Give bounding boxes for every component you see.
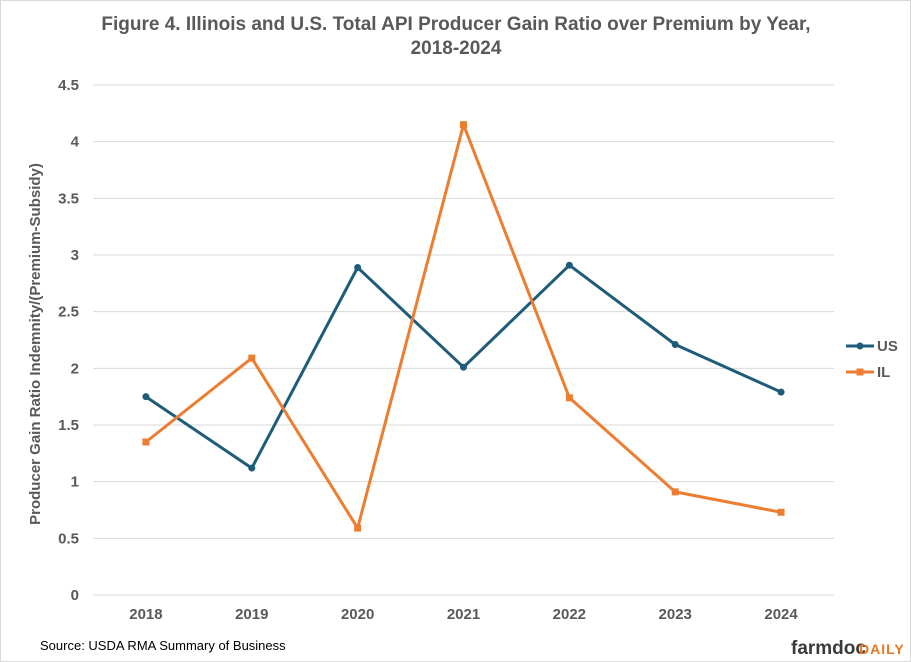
- y-axis-label: Producer Gain Ratio Indemnity/(Premium-S…: [27, 163, 44, 525]
- y-tick-label: 1: [71, 474, 79, 491]
- legend-marker-il: [856, 368, 864, 376]
- y-tick-label: 2.5: [58, 304, 79, 321]
- y-tick-label: 4: [71, 134, 80, 151]
- data-point-il: [671, 488, 679, 496]
- y-tick-labels: 0 0.5 1 1.5 2 2.5 3 3.5 4 4.5: [58, 77, 80, 604]
- x-tick-label: 2020: [341, 606, 374, 623]
- grid-lines: [93, 84, 834, 596]
- x-tick-label: 2024: [764, 606, 798, 623]
- series-line-il: [144, 123, 782, 530]
- data-point-il: [460, 121, 467, 129]
- data-point-us: [460, 363, 467, 371]
- x-tick-label: 2018: [129, 606, 162, 623]
- y-tick-label: 3.5: [58, 190, 79, 207]
- data-point-us: [142, 393, 150, 401]
- y-tick-label: 0: [71, 587, 79, 604]
- data-point-us: [248, 464, 256, 472]
- legend: US IL: [846, 338, 898, 381]
- data-point-us: [565, 261, 573, 269]
- x-tick-label: 2021: [447, 606, 480, 623]
- y-tick-label: 2: [71, 360, 79, 377]
- data-point-il: [777, 508, 785, 516]
- series-lines: [142, 121, 785, 532]
- data-point-us: [671, 341, 679, 349]
- brand-logo: farmdoc DAILY: [791, 638, 905, 659]
- data-point-us: [777, 388, 785, 396]
- data-point-il: [565, 394, 573, 402]
- y-tick-label: 4.5: [58, 77, 79, 94]
- x-tick-label: 2019: [235, 606, 268, 623]
- legend-label-il: IL: [877, 364, 890, 381]
- y-tick-label: 3: [71, 247, 79, 264]
- data-point-us: [354, 263, 362, 271]
- data-point-il: [248, 354, 256, 362]
- data-point-il: [354, 524, 362, 532]
- legend-label-us: US: [877, 338, 898, 355]
- chart-title-line-1: Figure 4. Illinois and U.S. Total API Pr…: [101, 14, 810, 35]
- y-tick-label: 0.5: [58, 530, 79, 547]
- x-tick-label: 2023: [659, 606, 692, 623]
- x-tick-label: 2022: [553, 606, 586, 623]
- data-point-il: [142, 438, 150, 446]
- brand-logo-main: farmdoc: [791, 638, 866, 659]
- brand-logo-accent: DAILY: [859, 641, 905, 657]
- x-tick-labels: 2018 2019 2020 2021 2022 2023 2024: [129, 606, 798, 623]
- y-tick-label: 1.5: [58, 417, 79, 434]
- source-note: Source: USDA RMA Summary of Business: [40, 638, 286, 653]
- legend-marker-us: [856, 342, 864, 350]
- chart-title-line-2: 2018-2024: [411, 38, 502, 59]
